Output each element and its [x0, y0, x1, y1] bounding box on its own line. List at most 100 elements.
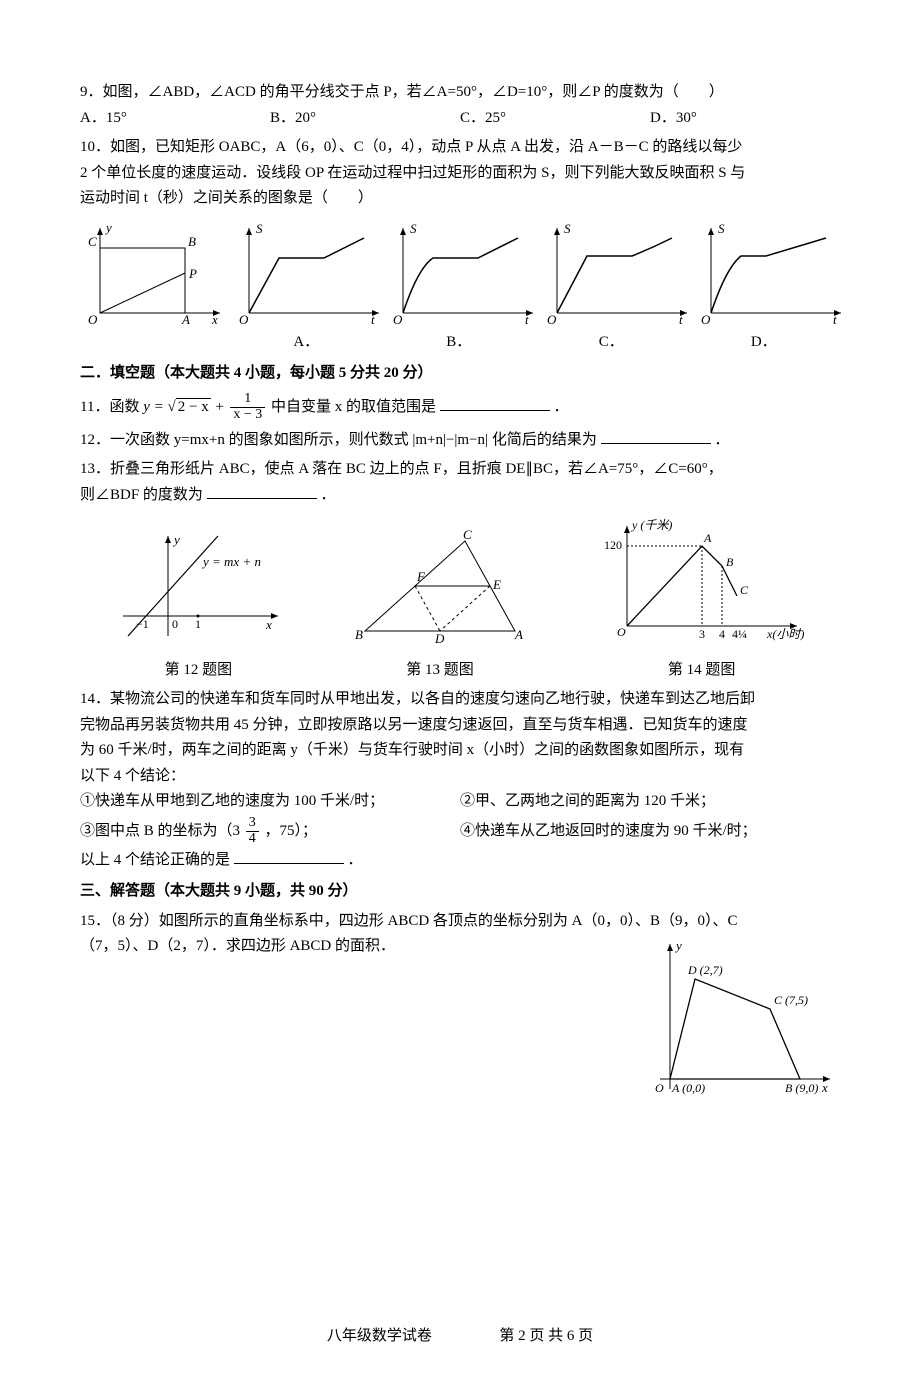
q9-opt-d: D．30°	[650, 106, 840, 132]
fig12-caption: 第 12 题图	[108, 658, 288, 684]
question-10: 10．如图，已知矩形 OABC，A（6，0）、C（0，4），动点 P 从点 A …	[80, 135, 840, 355]
figures-row: y x y = mx + n 0 −1 1 第 12 题图 C B A D F …	[80, 516, 840, 683]
svg-text:E: E	[492, 577, 501, 592]
q10-rect-diagram: C B P O A x y	[80, 218, 230, 328]
svg-text:B: B	[188, 234, 196, 249]
q10-label-c: C．	[535, 330, 688, 356]
q14-l2: 完物品再另装货物共用 45 分钟，立即按原路以另一速度匀速返回，直至与货车相遇．…	[80, 713, 840, 739]
q14-c1: ①快递车从甲地到乙地的速度为 100 千米/时；	[80, 789, 460, 815]
svg-text:−1: −1	[136, 617, 149, 631]
svg-text:O: O	[655, 1081, 664, 1095]
q13-blank	[207, 484, 317, 499]
svg-text:y = mx + n: y = mx + n	[201, 554, 261, 569]
q9-opt-a: A．15°	[80, 106, 270, 132]
figure-14: y (千米) x(小时) O 120 A B C 3 4 4¼ 第 14 题图	[592, 516, 812, 683]
question-14: 14．某物流公司的快递车和货车同时从甲地出发，以各自的速度匀速向乙地行驶，快递车…	[80, 687, 840, 873]
q10-label-b: B．	[383, 330, 536, 356]
q11-y: y	[143, 399, 150, 415]
q13-line1: 13．折叠三角形纸片 ABC，使点 A 落在 BC 边上的点 F，且折痕 DE∥…	[80, 457, 840, 483]
svg-text:O: O	[701, 312, 711, 327]
svg-text:B (9,0): B (9,0)	[785, 1081, 818, 1095]
q11-mid: 中自变量 x 的取值范围是	[271, 399, 436, 415]
q11-blank	[440, 396, 550, 411]
q14-c2: ②甲、乙两地之间的距离为 120 千米；	[460, 789, 840, 815]
svg-text:A: A	[703, 531, 712, 545]
q15-figure: y x O A (0,0) B (9,0) C (7,5) D (2,7)	[640, 934, 840, 1104]
q15-l1: 15．（8 分）如图所示的直角坐标系中，四边形 ABCD 各顶点的坐标分别为 A…	[80, 909, 840, 935]
q9-opt-b: B．20°	[270, 106, 460, 132]
svg-text:S: S	[718, 221, 725, 236]
q10-line1: 10．如图，已知矩形 OABC，A（6，0）、C（0，4），动点 P 从点 A …	[80, 135, 840, 161]
q11-frac: 1 x − 3	[230, 392, 265, 422]
q11-pre: 11．函数	[80, 399, 143, 415]
svg-text:3: 3	[699, 627, 705, 641]
svg-text:C: C	[740, 583, 749, 597]
figure-12: y x y = mx + n 0 −1 1 第 12 题图	[108, 526, 288, 683]
q14-blank	[234, 849, 344, 864]
svg-text:F: F	[416, 569, 426, 584]
svg-text:120: 120	[604, 538, 622, 552]
q11-plus: +	[214, 399, 228, 415]
question-12: 12．一次函数 y=mx+n 的图象如图所示，则代数式 |m+n|−|m−n| …	[80, 428, 840, 454]
svg-text:y: y	[674, 938, 682, 953]
svg-text:S: S	[410, 221, 417, 236]
q10-line2: 2 个单位长度的速度运动．设线段 OP 在运动过程中扫过矩形的面积为 S，则下列…	[80, 161, 840, 187]
svg-text:A: A	[514, 627, 523, 642]
svg-text:B: B	[355, 627, 363, 642]
svg-text:O: O	[547, 312, 557, 327]
fig13-caption: 第 13 题图	[345, 658, 535, 684]
svg-text:0: 0	[172, 617, 178, 631]
q10-graph-b: O S t	[388, 218, 538, 328]
q12-text: 12．一次函数 y=mx+n 的图象如图所示，则代数式 |m+n|−|m−n| …	[80, 432, 597, 448]
svg-text:C (7,5): C (7,5)	[774, 993, 808, 1007]
svg-text:y (千米): y (千米)	[631, 518, 672, 532]
q10-label-d: D．	[688, 330, 841, 356]
svg-text:x: x	[265, 617, 272, 632]
question-9: 9．如图，∠ABD，∠ACD 的角平分线交于点 P，若∠A=50°，∠D=10°…	[80, 80, 840, 131]
q13-end: ．	[320, 487, 335, 503]
question-15: 15．（8 分）如图所示的直角坐标系中，四边形 ABCD 各顶点的坐标分别为 A…	[80, 909, 840, 1105]
footer-right: 第 2 页 共 6 页	[499, 1328, 593, 1344]
q10-graphs: C B P O A x y O S t O S t	[80, 218, 840, 328]
q9-options: A．15° B．20° C．25° D．30°	[80, 106, 840, 132]
svg-text:A: A	[181, 312, 190, 327]
section-3-heading: 三、解答题（本大题共 9 小题，共 90 分）	[80, 879, 840, 905]
q10-graph-c: O S t	[542, 218, 692, 328]
q14-c3-frac: 3 4	[246, 816, 259, 846]
fig14-caption: 第 14 题图	[592, 658, 812, 684]
svg-text:4: 4	[719, 627, 725, 641]
q14-c3-post: ，75）；	[265, 823, 318, 839]
svg-text:x: x	[211, 312, 218, 327]
svg-text:S: S	[256, 221, 263, 236]
q9-text: 9．如图，∠ABD，∠ACD 的角平分线交于点 P，若∠A=50°，∠D=10°…	[80, 80, 840, 106]
page-footer: 八年级数学试卷 第 2 页 共 6 页	[80, 1324, 840, 1350]
svg-text:O: O	[617, 625, 626, 639]
q13-line2: 则∠BDF 的度数为	[80, 487, 203, 503]
q12-end: ．	[714, 432, 729, 448]
q14-end-pre: 以上 4 个结论正确的是	[80, 852, 230, 868]
svg-text:O: O	[393, 312, 403, 327]
q10-line3: 运动时间 t（秒）之间关系的图象是（ ）	[80, 186, 840, 212]
q14-c4: ④快递车从乙地返回时的速度为 90 千米/时；	[460, 815, 840, 848]
svg-text:O: O	[239, 312, 249, 327]
svg-text:y: y	[104, 220, 112, 235]
q15-l2: （7，5）、D（2，7）．求四边形 ABCD 的面积．	[80, 934, 620, 960]
q14-end: ．	[348, 852, 363, 868]
q10-label-a: A．	[230, 330, 383, 356]
svg-text:S: S	[564, 221, 571, 236]
svg-text:t: t	[371, 312, 375, 327]
svg-text:A (0,0): A (0,0)	[671, 1081, 705, 1095]
svg-text:D (2,7): D (2,7)	[687, 963, 723, 977]
q12-blank	[601, 429, 711, 444]
svg-text:C: C	[463, 527, 472, 542]
figure-13: C B A D F E 第 13 题图	[345, 526, 535, 683]
svg-text:1: 1	[195, 617, 201, 631]
section-2-heading: 二．填空题（本大题共 4 小题，每小题 5 分共 20 分）	[80, 361, 840, 387]
q14-l4: 以下 4 个结论：	[80, 764, 840, 790]
svg-text:t: t	[833, 312, 837, 327]
q11-sqrt: √2 − x	[168, 398, 211, 415]
svg-text:B: B	[726, 555, 734, 569]
svg-text:C: C	[88, 234, 97, 249]
svg-text:x(小时): x(小时)	[766, 627, 804, 641]
q14-c3-pre: ③图中点 B 的坐标为（3	[80, 823, 240, 839]
